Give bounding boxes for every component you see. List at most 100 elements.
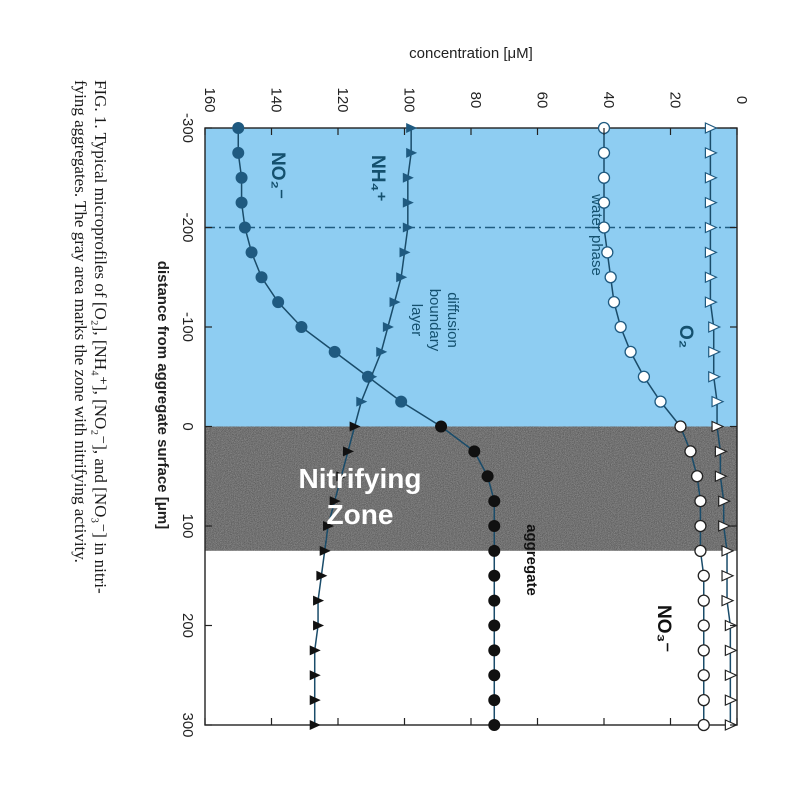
data-point-O2	[488, 644, 501, 657]
data-point-NO3-	[309, 645, 321, 656]
data-point-NH4+	[674, 420, 687, 433]
data-point-NH4+	[614, 320, 627, 334]
data-point-NH4+	[604, 271, 617, 284]
data-point-O2	[245, 246, 258, 259]
nitrifying-zone-region	[205, 426, 737, 551]
data-point-NH4+	[694, 494, 707, 508]
x-tick-label: -100	[179, 312, 196, 342]
data-point-NO3-	[402, 172, 414, 183]
data-point-O2	[488, 544, 501, 557]
data-point-NO2-	[724, 694, 738, 707]
data-point-NO3-	[342, 446, 354, 457]
data-point-NO2-	[721, 569, 735, 582]
data-point-O2	[488, 619, 501, 632]
data-point-O2	[232, 122, 245, 134]
data-point-NH4+	[697, 644, 710, 657]
data-point-O2	[255, 271, 268, 284]
data-point-NH4+	[607, 295, 621, 309]
data-point-O2	[481, 470, 494, 483]
data-point-O2	[488, 719, 501, 731]
data-point-NH4+	[624, 345, 637, 359]
data-point-NH4+	[694, 519, 707, 533]
data-point-NH4+	[694, 544, 707, 558]
aggregate-label: aggregate	[523, 524, 540, 596]
data-point-NO2-	[704, 246, 718, 259]
data-point-NO3-	[402, 222, 414, 233]
data-point-NO2-	[704, 171, 718, 184]
data-point-NO2-	[704, 296, 718, 309]
x-axis-title: distance from aggregate surface [μm]	[154, 261, 171, 529]
data-point-NO2-	[724, 644, 738, 657]
data-point-NO3-	[389, 297, 401, 308]
data-point-NO2-	[714, 445, 728, 458]
series-label-NH4+: NH₄⁺	[367, 155, 388, 202]
data-point-O2	[488, 495, 501, 508]
x-tick-label: -300	[179, 113, 196, 143]
data-point-NO2-	[721, 594, 735, 607]
data-point-NH4+	[697, 594, 710, 607]
diffusion-boundary-layer-label: boundary	[426, 289, 443, 352]
y-tick-label: 20	[667, 92, 684, 109]
data-point-O2	[488, 520, 501, 532]
data-point-O2	[272, 296, 285, 309]
data-point-O2	[395, 395, 408, 408]
data-point-NH4+	[697, 669, 710, 682]
data-point-NO3-	[309, 670, 321, 681]
data-point-NO3-	[356, 396, 368, 407]
y-tick-label: 120	[334, 87, 351, 112]
data-point-O2	[468, 445, 481, 458]
data-point-NO2-	[721, 544, 735, 557]
series-label-O2: O₂	[675, 325, 696, 348]
data-point-NO3-	[382, 322, 394, 332]
y-tick-label: 80	[467, 92, 484, 109]
data-point-NO2-	[711, 420, 725, 433]
data-point-NO2-	[708, 370, 722, 383]
data-point-NH4+	[697, 718, 710, 732]
data-point-NH4+	[597, 146, 611, 160]
data-point-NO2-	[704, 221, 718, 234]
data-point-O2	[232, 146, 245, 159]
data-point-NO3-	[313, 620, 325, 631]
nitrifying-zone-label: Zone	[327, 499, 394, 530]
data-point-NH4+	[697, 569, 710, 582]
data-point-NO2-	[704, 146, 718, 159]
data-point-NO3-	[319, 545, 331, 556]
x-tick-label: 100	[179, 513, 196, 538]
data-point-NO3-	[329, 496, 341, 507]
y-tick-label: 60	[534, 92, 551, 109]
data-point-O2	[235, 196, 248, 209]
x-tick-label: 300	[179, 712, 196, 737]
data-point-NO3-	[349, 421, 361, 432]
caption-line-1: FIG. 1. Typical microprofiles of [O₂], […	[91, 80, 110, 594]
data-point-NO2-	[718, 495, 732, 508]
data-point-O2	[488, 594, 501, 607]
y-tick-label: 100	[401, 87, 418, 112]
data-point-NO3-	[399, 247, 411, 258]
data-point-NH4+	[597, 196, 611, 209]
y-tick-label: 160	[201, 87, 218, 112]
data-point-NH4+	[654, 395, 667, 408]
data-point-O2	[328, 345, 341, 358]
data-point-O2	[488, 669, 501, 682]
data-point-NO3-	[323, 521, 335, 531]
x-tick-label: -200	[179, 212, 196, 242]
data-point-NO2-	[724, 669, 738, 682]
data-point-NH4+	[601, 246, 614, 259]
data-point-NO2-	[704, 122, 718, 134]
water-phase-label: water phase	[588, 193, 605, 276]
diffusion-boundary-layer-label: diffusion	[444, 292, 461, 348]
data-point-NO3-	[309, 695, 321, 706]
y-tick-label: 140	[268, 87, 285, 112]
nitrifying-zone-label: Nitrifying	[299, 463, 422, 494]
data-point-O2	[235, 171, 248, 184]
data-point-NO3-	[309, 720, 321, 730]
data-point-NH4+	[690, 470, 704, 483]
data-point-NO3-	[396, 272, 408, 283]
data-point-NH4+	[684, 445, 697, 458]
aggregate-region	[205, 550, 737, 725]
y-axis-title: concentration [μM]	[409, 45, 533, 62]
y-tick-label: 0	[733, 96, 750, 104]
data-point-NO3-	[376, 346, 388, 357]
data-point-O2	[295, 321, 308, 333]
